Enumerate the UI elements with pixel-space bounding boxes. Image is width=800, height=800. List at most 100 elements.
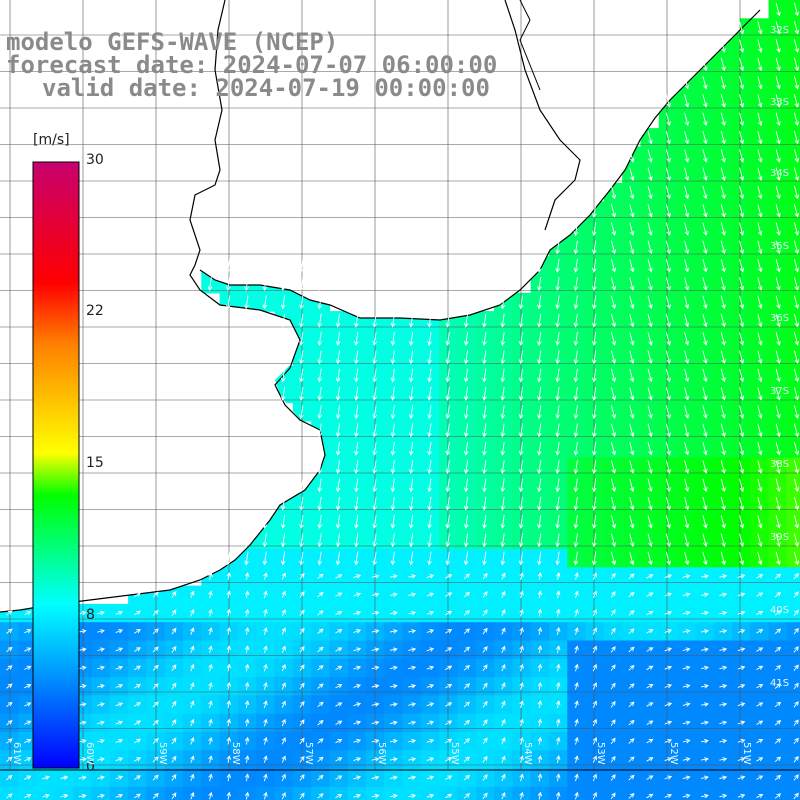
wind-arrow [97,647,105,652]
wind-arrow [281,755,286,763]
wind-arrow [208,663,213,672]
wind-arrow [24,702,32,707]
wind-arrow [518,405,524,420]
wind-arrow [519,718,524,727]
wind-arrow [463,496,469,511]
wind-arrow [719,610,728,616]
wind-arrow [281,627,286,635]
wind-arrow [537,608,543,617]
wind-arrow [353,592,362,597]
wind-arrow [739,75,745,90]
wind-arrow [190,663,195,672]
sea-cell [786,732,800,751]
sea-cell [786,128,800,147]
wind-arrow [537,515,542,529]
wind-arrow [665,258,671,273]
wind-arrow [208,645,213,654]
wind-arrow [647,149,653,163]
wind-arrow [299,682,305,690]
sea-cell [0,786,19,800]
wind-arrow [629,167,635,182]
wind-arrow [78,665,87,671]
wind-arrow [757,515,763,529]
wind-arrow [720,222,726,236]
wind-arrow [389,720,398,726]
wind-arrow [682,702,691,707]
wind-arrow [445,350,451,365]
wind-arrow [757,21,763,35]
wind-arrow [463,628,471,635]
wind-arrow [720,75,726,90]
wind-arrow [335,533,341,548]
wind-arrow [317,591,324,598]
colorbar-tick-0: 0 [86,759,95,775]
wind-arrow [647,204,653,218]
wind-arrow [775,149,781,163]
wind-arrow [774,610,782,616]
wind-arrow [408,313,414,328]
wind-arrow [719,793,728,799]
wind-arrow [244,663,250,672]
wind-arrow [463,386,469,401]
wind-arrow [463,701,471,708]
wind-arrow [702,350,708,365]
sea-cell [402,786,422,800]
wind-arrow [78,720,87,726]
wind-arrow [518,496,524,511]
wind-arrow [390,478,396,493]
wind-arrow [354,515,359,529]
sea-cell [786,750,800,770]
wind-arrow [573,368,579,383]
wind-arrow [775,130,781,145]
wind-arrow [610,792,616,800]
wind-arrow [6,628,13,634]
wind-arrow [335,647,343,652]
wind-arrow [281,737,286,745]
wind-arrow [445,460,451,475]
wind-arrow [335,665,343,670]
wind-arrow [610,240,617,255]
wind-arrow [226,572,232,580]
wind-arrow [647,295,653,310]
wind-arrow [573,533,579,548]
wind-arrow [702,405,708,419]
wind-arrow [739,368,745,383]
wind-arrow [482,405,487,420]
wind-arrow [427,515,432,529]
sea-cell [786,109,800,129]
wind-arrow [463,774,471,781]
wind-arrow [555,791,561,800]
wind-arrow [426,683,435,689]
wind-arrow [208,718,213,727]
wind-arrow [152,683,159,690]
wind-arrow [702,496,708,511]
sea-cell [420,786,440,800]
wind-arrow [501,755,506,763]
wind-arrow [519,773,524,782]
wind-arrow [774,738,782,744]
sea-cell [786,640,800,660]
wind-arrow [299,755,305,763]
wind-arrow [482,591,488,598]
wind-arrow [426,775,435,780]
wind-arrow [537,736,543,745]
wind-arrow [720,277,726,291]
wind-arrow [408,665,417,671]
wind-arrow [408,720,417,726]
wind-arrow [6,683,13,689]
wind-arrow [354,368,359,383]
wind-arrow [720,130,726,145]
wind-arrow [445,441,451,456]
wind-arrow [208,755,213,763]
wind-arrow [390,405,396,420]
wind-arrow [739,277,745,291]
wind-arrow [408,332,414,346]
wind-arrow [190,718,195,727]
wind-arrow [6,756,13,762]
wind-arrow [555,405,560,420]
wind-arrow [299,774,305,781]
wind-arrow [719,683,728,689]
wind-arrow [610,258,617,273]
wind-arrow [518,350,524,365]
wind-arrow [573,240,579,255]
